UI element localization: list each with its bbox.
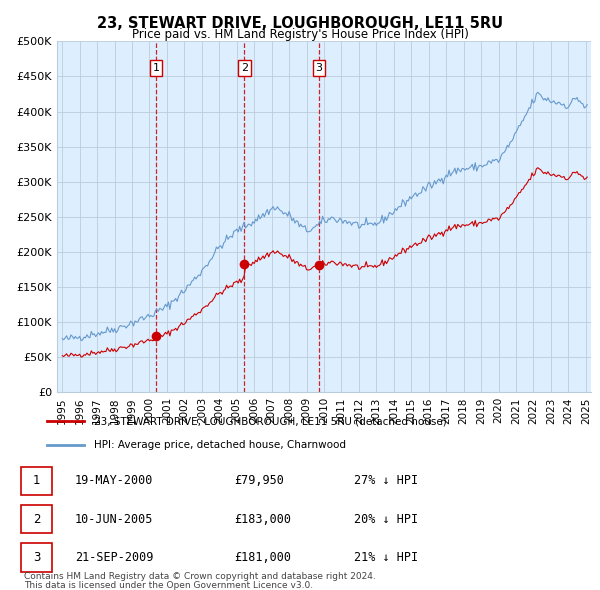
Text: Contains HM Land Registry data © Crown copyright and database right 2024.: Contains HM Land Registry data © Crown c… xyxy=(24,572,376,581)
Text: 3: 3 xyxy=(33,551,40,564)
Text: 19-MAY-2000: 19-MAY-2000 xyxy=(75,474,154,487)
Text: £181,000: £181,000 xyxy=(234,551,291,564)
Text: 1: 1 xyxy=(152,63,160,73)
Text: 3: 3 xyxy=(316,63,323,73)
Text: 1: 1 xyxy=(33,474,40,487)
Text: This data is licensed under the Open Government Licence v3.0.: This data is licensed under the Open Gov… xyxy=(24,581,313,590)
Text: 21-SEP-2009: 21-SEP-2009 xyxy=(75,551,154,564)
Text: 23, STEWART DRIVE, LOUGHBOROUGH, LE11 5RU: 23, STEWART DRIVE, LOUGHBOROUGH, LE11 5R… xyxy=(97,16,503,31)
Text: 2: 2 xyxy=(241,63,248,73)
Text: 23, STEWART DRIVE, LOUGHBOROUGH, LE11 5RU (detached house): 23, STEWART DRIVE, LOUGHBOROUGH, LE11 5R… xyxy=(94,416,447,426)
Text: Price paid vs. HM Land Registry's House Price Index (HPI): Price paid vs. HM Land Registry's House … xyxy=(131,28,469,41)
Text: £183,000: £183,000 xyxy=(234,513,291,526)
Text: £79,950: £79,950 xyxy=(234,474,284,487)
Text: HPI: Average price, detached house, Charnwood: HPI: Average price, detached house, Char… xyxy=(94,440,346,450)
Text: 10-JUN-2005: 10-JUN-2005 xyxy=(75,513,154,526)
Text: 21% ↓ HPI: 21% ↓ HPI xyxy=(354,551,418,564)
Text: 20% ↓ HPI: 20% ↓ HPI xyxy=(354,513,418,526)
Text: 2: 2 xyxy=(33,513,40,526)
Text: 27% ↓ HPI: 27% ↓ HPI xyxy=(354,474,418,487)
